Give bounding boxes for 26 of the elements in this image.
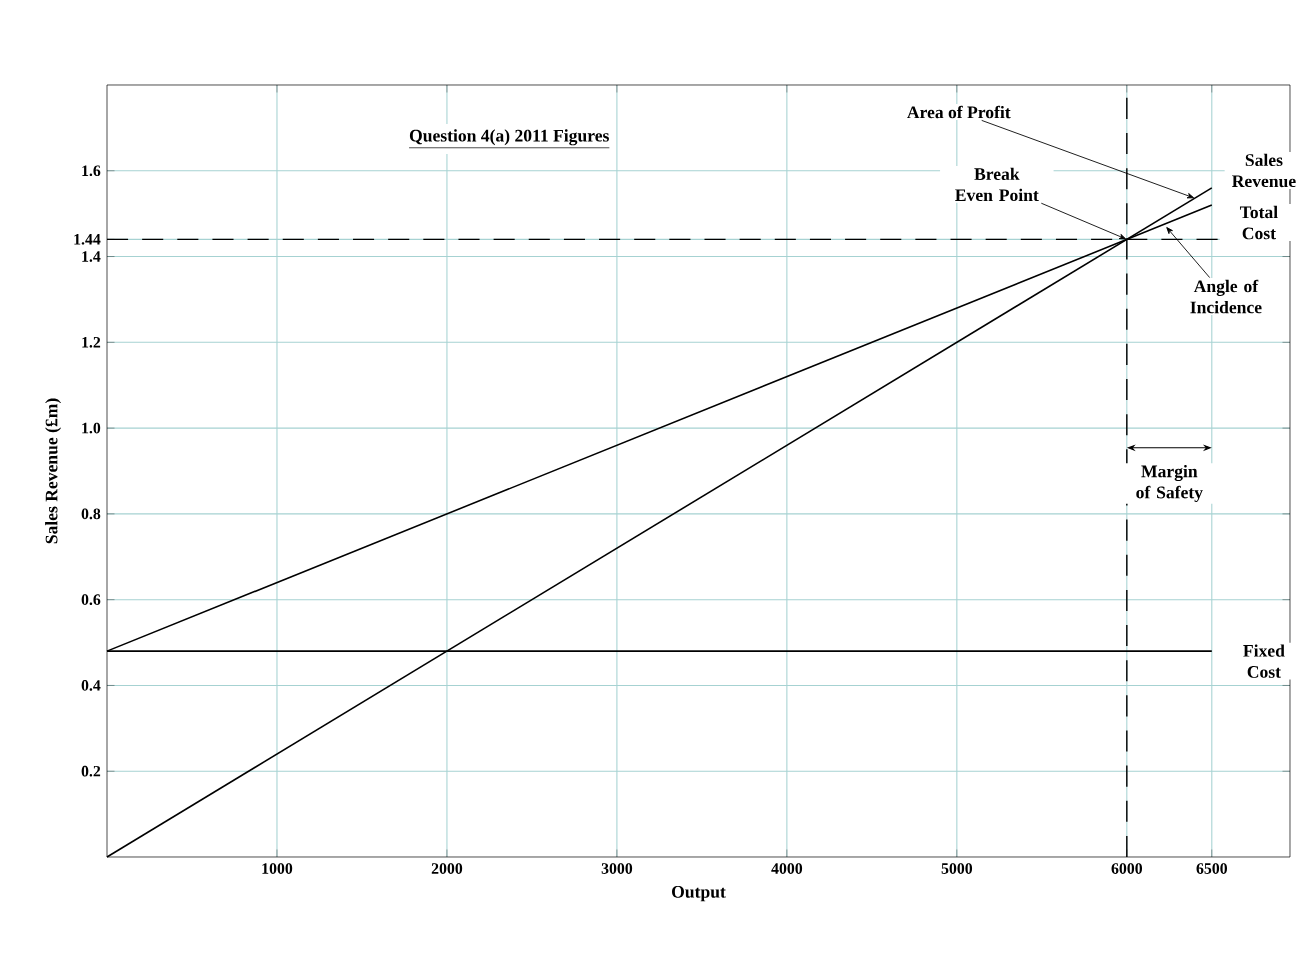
annotation: Angle of Incidence: [1190, 279, 1262, 314]
x-tick-label: 1000: [262, 863, 293, 874]
y-axis-title: Sales Revenue (£m): [45, 398, 62, 544]
x-axis-title: Output: [672, 885, 726, 902]
y-tick-label: 1.6: [82, 165, 101, 177]
x-tick-label: 5000: [941, 863, 973, 874]
annotation: Margin of Safety: [1136, 464, 1203, 503]
annotation: Area of Profit: [907, 105, 1011, 119]
x-tick-label: 2000: [431, 863, 463, 874]
y-tick-label: 1.44: [74, 234, 101, 245]
x-tick-label: 4000: [771, 863, 803, 874]
x-tick-label: 6000: [1111, 863, 1143, 874]
y-tick-label: 0.4: [81, 680, 101, 691]
y-tick-label: 1.0: [82, 422, 101, 434]
text: Question 4(a) 2011 Figures: [409, 129, 609, 146]
y-tick-label: 1.2: [82, 336, 101, 348]
y-tick-label: 0.2: [81, 765, 101, 777]
series-label: Sales Revenue: [1232, 153, 1296, 188]
y-tick-label: 1.4: [82, 251, 101, 262]
y-tick-label: 0.8: [81, 508, 101, 520]
annotation: Break Even Point: [955, 167, 1039, 202]
x-tick-label: 3000: [601, 863, 633, 874]
series-label: Fixed Cost: [1243, 644, 1285, 678]
x-tick-label: 6500: [1196, 863, 1228, 874]
y-tick-label: 0.6: [81, 594, 101, 606]
series-label: Total Cost: [1239, 205, 1278, 240]
